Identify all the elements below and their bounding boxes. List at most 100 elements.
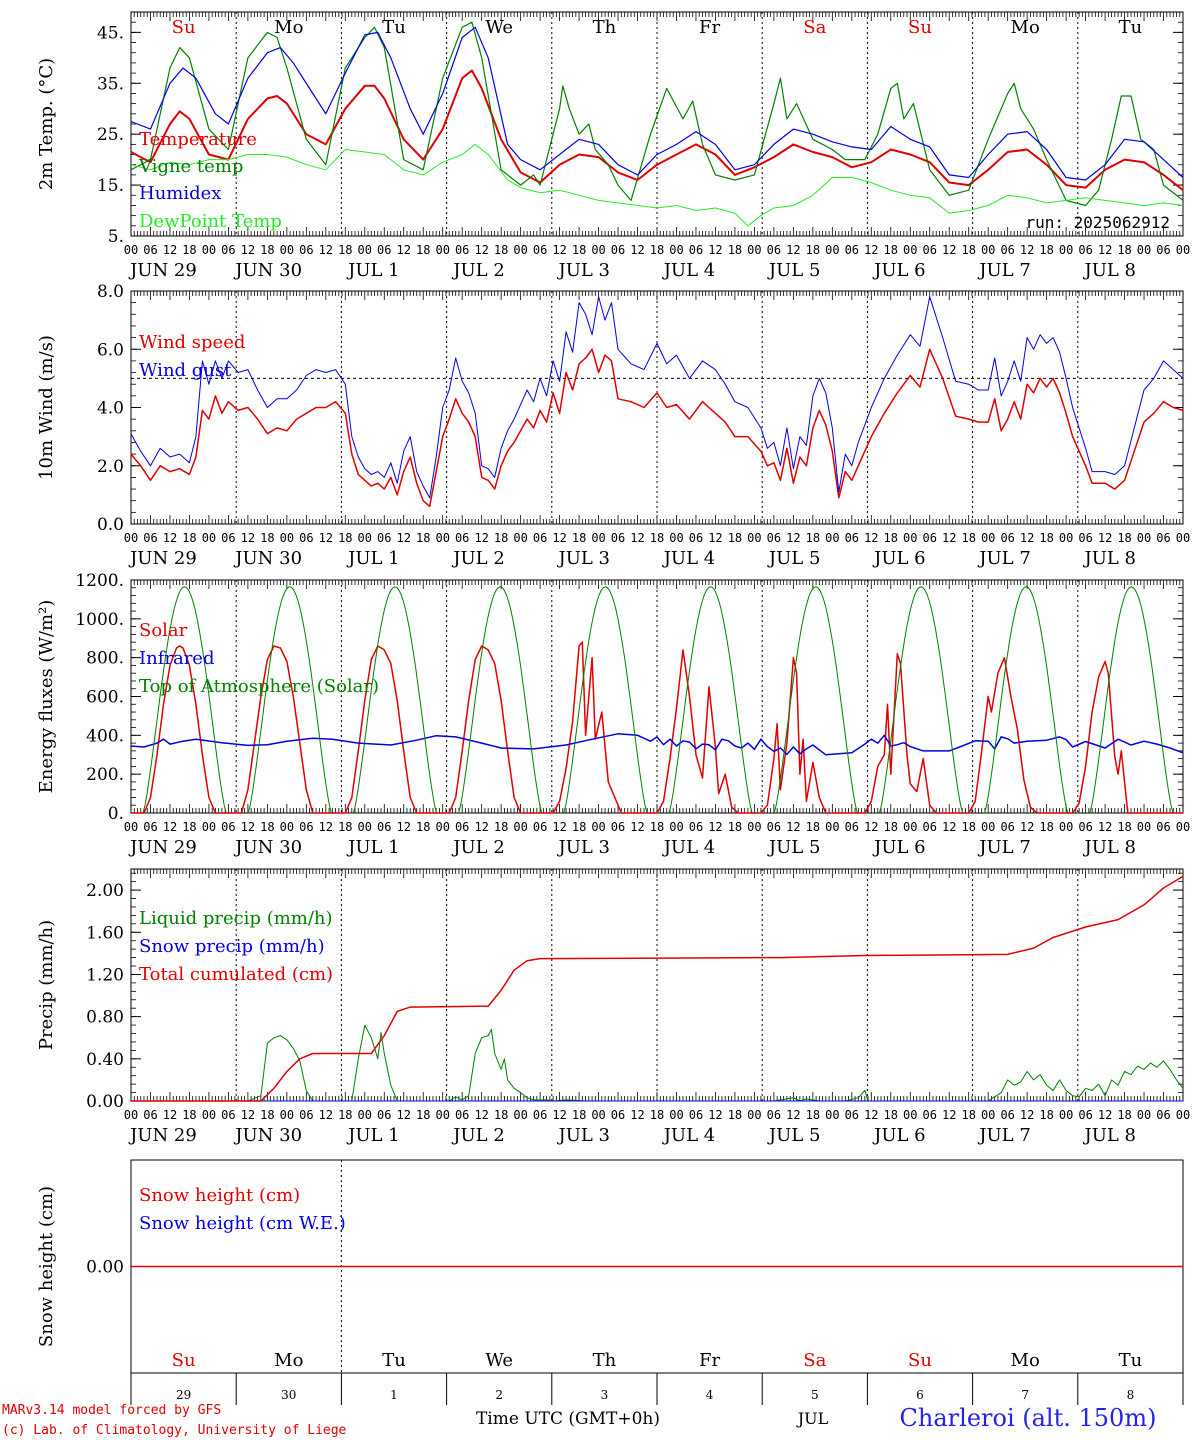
hour-tick-label: 06 xyxy=(143,531,157,545)
y-tick-label: 35. xyxy=(97,74,124,94)
y-tick-label: 1.60 xyxy=(86,923,124,943)
hour-tick-label: 12 xyxy=(319,820,333,834)
hour-tick-label: 18 xyxy=(806,243,820,257)
y-tick-label: 15. xyxy=(97,176,124,196)
y-axis-label: 2m Temp. (°C) xyxy=(36,58,57,190)
hour-tick-label: 00 xyxy=(280,531,294,545)
hour-tick-label: 06 xyxy=(299,1108,313,1122)
hour-tick-label: 00 xyxy=(825,243,839,257)
hour-tick-label: 06 xyxy=(299,820,313,834)
hour-tick-label: 06 xyxy=(923,243,937,257)
hour-tick-label: 12 xyxy=(552,531,566,545)
hour-tick-label: 00 xyxy=(981,1108,995,1122)
hour-tick-label: 12 xyxy=(1020,243,1034,257)
y-axis-label: Snow height (cm) xyxy=(36,1186,57,1347)
hour-tick-label: 12 xyxy=(864,243,878,257)
hour-tick-label: 00 xyxy=(435,531,449,545)
y-tick-label: 0.00 xyxy=(86,1258,124,1278)
y-tick-label: 1000. xyxy=(75,610,124,630)
legend-entry: Temperature xyxy=(139,129,257,150)
y-axis-label: Energy fluxes (W/m²) xyxy=(36,600,57,794)
panel-energy: 00 06 12 18 00 06 12 18 00 06 12 18 00 06 12 18 00 06 12 18… xyxy=(36,571,1190,858)
hour-tick-label: 18 xyxy=(260,243,274,257)
series-toa-solar xyxy=(878,586,963,814)
hour-tick-label: 18 xyxy=(728,820,742,834)
hour-tick-label: 00 xyxy=(280,820,294,834)
hour-tick-label: 00 xyxy=(202,531,216,545)
hour-tick-label: 18 xyxy=(338,531,352,545)
hour-tick-label: 18 xyxy=(260,820,274,834)
hour-tick-label: 00 xyxy=(513,243,527,257)
date-label: JUL 7 xyxy=(977,1125,1031,1146)
panel-snow: 0.00 Snow height (cm) Snow height (cm) Snow… xyxy=(36,1159,1184,1374)
day-name-label: Tu xyxy=(1119,1350,1143,1371)
hour-tick-label: 18 xyxy=(182,820,196,834)
hour-tick-label: 06 xyxy=(611,1108,625,1122)
hour-tick-label: 06 xyxy=(533,1108,547,1122)
hour-tick-label: 00 xyxy=(747,820,761,834)
hour-tick-label: 06 xyxy=(377,243,391,257)
hour-tick-label: 18 xyxy=(260,1108,274,1122)
hour-tick-label: 12 xyxy=(942,531,956,545)
hour-tick-label: 06 xyxy=(1156,1108,1170,1122)
hour-tick-label: 06 xyxy=(1156,820,1170,834)
hour-tick-label: 12 xyxy=(630,820,644,834)
hour-tick-label: 06 xyxy=(845,531,859,545)
hour-tick-label: 06 xyxy=(377,531,391,545)
date-label: JUN 30 xyxy=(233,260,302,281)
day-name-label: Mo xyxy=(274,17,303,38)
hour-tick-label: 12 xyxy=(552,820,566,834)
date-label: JUL 1 xyxy=(346,1125,400,1146)
hour-tick-label: 12 xyxy=(241,531,255,545)
hour-tick-label: 06 xyxy=(1078,820,1092,834)
hour-tick-label: 12 xyxy=(630,1108,644,1122)
hour-tick-label: 18 xyxy=(182,531,196,545)
day-name-label: Mo xyxy=(1011,17,1040,38)
hour-tick-label: 00 xyxy=(1176,820,1190,834)
hour-tick-label: 06 xyxy=(221,1108,235,1122)
date-label: JUN 29 xyxy=(128,1125,197,1146)
hour-tick-label: 12 xyxy=(163,820,177,834)
hour-tick-label: 18 xyxy=(338,243,352,257)
hour-tick-label: 06 xyxy=(1078,531,1092,545)
hour-tick-label: 12 xyxy=(552,1108,566,1122)
meteogram-panels: 00 06 12 18 00 06 12 18 00 06 12 18 00 06 12 18 00 06 12 18… xyxy=(36,11,1190,1374)
day-number-label: 8 xyxy=(1127,1388,1135,1402)
hour-tick-label: 18 xyxy=(884,1108,898,1122)
hour-tick-label: 00 xyxy=(903,243,917,257)
date-label: JUL 6 xyxy=(872,1125,926,1146)
run-annotation: run: 2025062912 xyxy=(1026,213,1171,232)
hour-tick-label: 12 xyxy=(474,820,488,834)
hour-tick-label: 06 xyxy=(221,243,235,257)
hour-tick-label: 12 xyxy=(397,1108,411,1122)
y-tick-label: 1200. xyxy=(75,571,124,591)
hour-tick-label: 00 xyxy=(1176,531,1190,545)
date-label: JUL 5 xyxy=(767,1125,821,1146)
hour-tick-label: 18 xyxy=(494,820,508,834)
day-number-label: 29 xyxy=(176,1388,191,1402)
hour-tick-label: 18 xyxy=(416,1108,430,1122)
day-number-label: 1 xyxy=(390,1388,398,1402)
hour-tick-label: 18 xyxy=(884,820,898,834)
hour-tick-label: 12 xyxy=(474,1108,488,1122)
day-name-label: Sa xyxy=(803,17,826,38)
hour-tick-label: 18 xyxy=(182,1108,196,1122)
day-name-label: Sa xyxy=(803,1350,826,1371)
hour-tick-label: 00 xyxy=(669,1108,683,1122)
hour-tick-label: 18 xyxy=(961,243,975,257)
series-toa-solar xyxy=(247,586,332,814)
series-humidex xyxy=(130,26,1184,181)
hour-tick-label: 00 xyxy=(591,531,605,545)
hour-tick-label: 18 xyxy=(650,243,664,257)
y-tick-label: 0.80 xyxy=(86,1008,124,1028)
hour-tick-label: 18 xyxy=(1039,243,1053,257)
legend-entry: Top of Atmosphere (Solar) xyxy=(139,676,379,697)
day-name-label: Fr xyxy=(699,17,720,38)
hour-tick-label: 18 xyxy=(494,243,508,257)
date-label: JUL 4 xyxy=(662,1125,716,1146)
hour-tick-label: 12 xyxy=(864,531,878,545)
hour-tick-label: 00 xyxy=(747,531,761,545)
hour-tick-label: 00 xyxy=(513,820,527,834)
day-name-label: Tu xyxy=(1119,17,1143,38)
date-label: JUL 6 xyxy=(872,548,926,569)
